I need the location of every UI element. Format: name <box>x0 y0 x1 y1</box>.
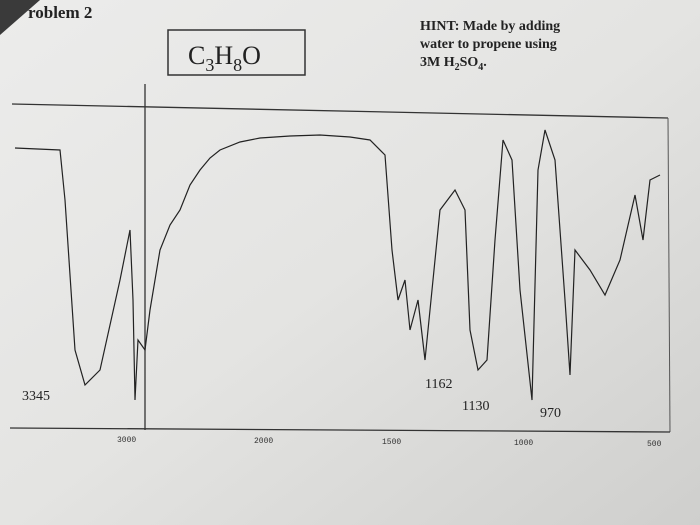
page-title: roblem 2 <box>28 3 92 22</box>
formula-part: O <box>242 41 261 70</box>
frame-top <box>11 103 669 119</box>
hint-line: HINT: Made by adding <box>420 19 560 34</box>
x-axis <box>9 427 671 433</box>
tick-label: 2000 <box>254 437 273 446</box>
corner-shadow <box>0 0 40 35</box>
formula: C3H8O <box>188 41 261 75</box>
frame-right <box>667 117 671 433</box>
hint-line: water to propene using <box>420 37 557 52</box>
hint-part: 3M H <box>420 55 455 70</box>
hint-part: . <box>483 55 487 70</box>
axis-ticks: 3000 2000 1500 1000 500 <box>117 436 662 449</box>
peak-label: 970 <box>540 406 561 421</box>
formula-sub: 8 <box>233 55 242 75</box>
tick-label: 1000 <box>514 439 533 448</box>
hint-sub: 4 <box>478 62 483 73</box>
formula-part: C <box>188 41 205 70</box>
ir-spectrum <box>14 129 661 401</box>
formula-sub: 3 <box>205 55 214 75</box>
formula-box <box>167 29 306 76</box>
formula-part: H <box>214 41 233 70</box>
peak-labels: 3345 1162 1130 970 <box>22 377 561 421</box>
hint: HINT: Made by adding water to propene us… <box>420 19 560 73</box>
peak-label: 1130 <box>462 399 489 414</box>
peak-label: 3345 <box>22 389 50 404</box>
peak-label: 1162 <box>425 377 452 392</box>
hint-line: 3M H2SO4. <box>420 55 487 73</box>
tick-label: 3000 <box>117 436 136 445</box>
tick-label: 500 <box>647 440 662 449</box>
hint-sub: 2 <box>455 62 460 73</box>
hint-part: SO <box>460 55 479 70</box>
tick-label: 1500 <box>382 438 401 447</box>
